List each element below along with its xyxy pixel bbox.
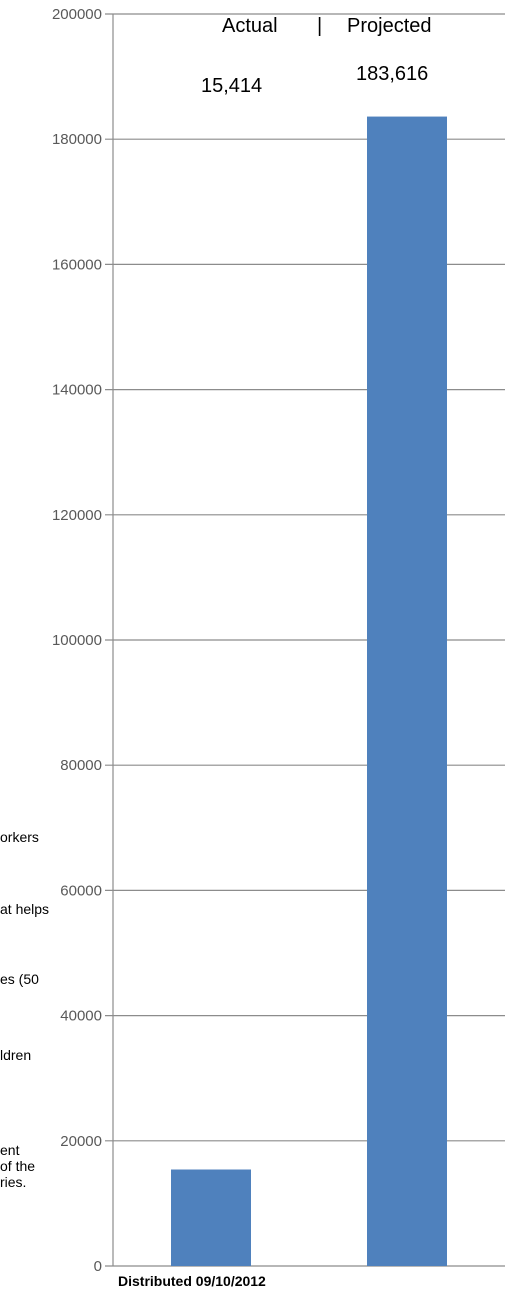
y-tick-label: 120000 (52, 507, 102, 524)
y-axis-ticks: 0 20000 40000 60000 80000 100000 120000 140000 1… (52, 6, 102, 1275)
data-label-projected: 183,616 (356, 63, 429, 85)
y-tick-label: 140000 (52, 382, 102, 399)
side-text-fragment: of the (0, 1158, 36, 1174)
side-text-fragment: ent (0, 1142, 20, 1158)
header-separator: | (317, 15, 323, 37)
y-tick-label: 20000 (60, 1133, 102, 1150)
header-actual: Actual (222, 15, 278, 37)
bar-actual (171, 1169, 251, 1266)
side-text-fragment: ldren (0, 1047, 32, 1063)
side-text-fragment: at helps (0, 901, 50, 917)
y-tick-label: 80000 (60, 757, 102, 774)
y-tick-label: 100000 (52, 632, 102, 649)
bar-projected (367, 116, 447, 1266)
y-tick-label: 180000 (52, 131, 102, 148)
y-tick-label: 0 (94, 1258, 102, 1275)
x-axis-caption: Distributed 09/10/2012 (118, 1273, 266, 1289)
bars (171, 116, 447, 1266)
side-text-fragment: orkers (0, 829, 39, 845)
y-tick-label: 160000 (52, 256, 102, 273)
side-text-fragment: es (50 (0, 971, 39, 987)
y-tick-label: 200000 (52, 6, 102, 23)
header-projected: Projected (347, 15, 432, 37)
y-tick-label: 60000 (60, 882, 102, 899)
data-label-actual: 15,414 (201, 75, 263, 97)
y-tick-label: 40000 (60, 1008, 102, 1025)
side-text-fragment: ries. (0, 1174, 27, 1190)
